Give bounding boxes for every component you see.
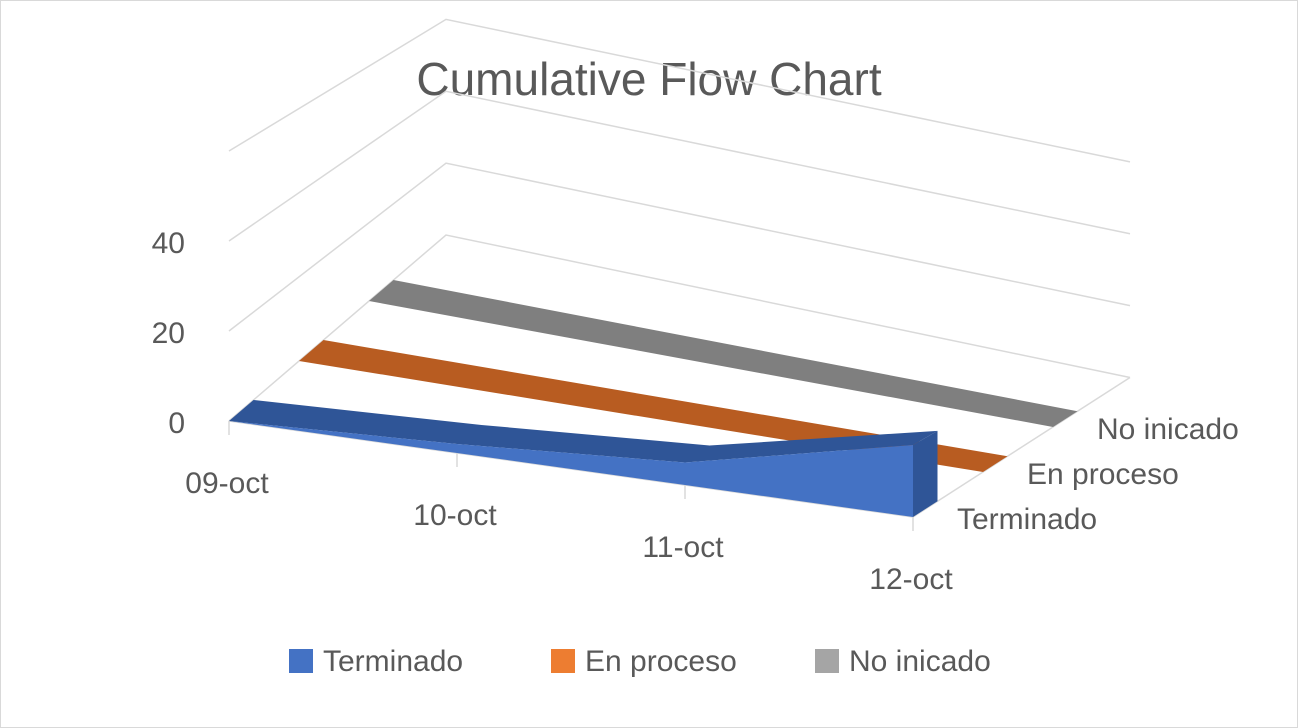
legend-swatch-en-proceso [551, 649, 575, 673]
series-top-no-inicado [369, 280, 1078, 427]
gridline [228, 90, 1131, 242]
legend-swatch-no-inicado [815, 649, 839, 673]
y-tick-label: 20 [152, 317, 185, 350]
y-tick-label: 40 [152, 227, 185, 260]
legend-label-terminado: Terminado [323, 645, 463, 678]
x-tick-label-10-oct: 10-oct [413, 499, 497, 532]
gridline [228, 162, 1131, 332]
x-tick-label-09-oct: 09-oct [185, 467, 269, 500]
depth-label-en-proceso: En proceso [1027, 458, 1179, 491]
legend-label-en-proceso: En proceso [585, 645, 737, 678]
series-top-terminado [229, 400, 938, 463]
gridline [228, 234, 1131, 422]
series-cap-terminado [913, 430, 938, 517]
depth-label-terminado: Terminado [957, 503, 1097, 536]
gridline [228, 18, 1131, 163]
depth-axis-line [912, 376, 1131, 518]
legend: Terminado En proceso No inicado [289, 645, 991, 678]
y-tick-label: 0 [168, 407, 185, 440]
chart-title: Cumulative Flow Chart [416, 53, 881, 105]
x-tick-label-11-oct: 11-oct [642, 531, 724, 564]
series-area-terminado [229, 421, 913, 517]
legend-label-no-inicado: No inicado [849, 645, 991, 678]
legend-swatch-terminado [289, 649, 313, 673]
depth-label-no-inicado: No inicado [1097, 413, 1239, 446]
x-tick-label-12-oct: 12-oct [869, 563, 953, 596]
